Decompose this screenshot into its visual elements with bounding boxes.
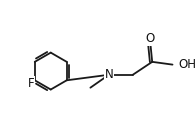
Text: F: F	[28, 77, 34, 90]
Text: N: N	[104, 68, 113, 81]
Text: OH: OH	[178, 58, 196, 71]
Text: O: O	[146, 32, 155, 45]
